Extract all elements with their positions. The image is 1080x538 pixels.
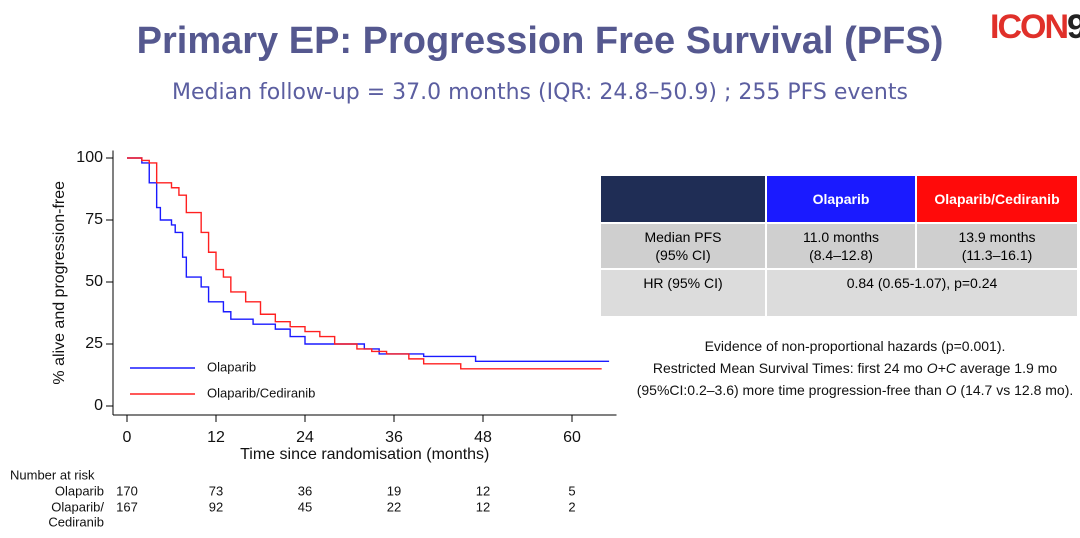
legend-label: Olaparib xyxy=(207,359,256,374)
survival-curve xyxy=(127,157,610,363)
note-text: Restricted Mean Survival Times: first 24… xyxy=(652,360,927,376)
cell-line: 11.0 months xyxy=(802,229,879,245)
header-cell: Olaparib xyxy=(765,174,917,224)
risk-value: 45 xyxy=(298,499,312,514)
x-tick-label: 0 xyxy=(123,429,132,446)
risk-value: 19 xyxy=(387,483,401,498)
note-text: Evidence of non-proportional hazards (p=… xyxy=(704,338,1006,354)
table-cell: 0.84 (0.65-1.07), p=0.24 xyxy=(765,268,1079,318)
logo: ICON9 xyxy=(990,8,1080,47)
risk-title: Number at risk xyxy=(10,467,95,482)
y-axis-title: % alive and progression-free xyxy=(51,181,68,385)
logo-number: 9 xyxy=(1067,8,1080,46)
risk-value: 170 xyxy=(116,483,138,498)
subtitle: Median follow-up = 37.0 months (IQR: 24.… xyxy=(172,80,908,105)
risk-row-label: Olaparib/ xyxy=(51,499,104,514)
cell-line: HR (95% CI) xyxy=(643,275,723,291)
risk-value: 92 xyxy=(209,499,223,514)
x-axis-title: Time since randomisation (months) xyxy=(240,446,489,463)
x-tick-label: 36 xyxy=(385,429,403,446)
title: Primary EP: Progression Free Survival (P… xyxy=(136,20,944,62)
table-cell: HR (95% CI) xyxy=(599,268,767,318)
cell-line: (8.4–12.8) xyxy=(809,247,873,263)
cell-line: Median PFS xyxy=(644,229,722,245)
results-table: Olaparib Olaparib/Cediranib Median PFS (95%… xyxy=(599,174,1079,318)
y-tick-label: 0 xyxy=(94,397,103,414)
risk-row-label: Olaparib xyxy=(55,483,104,498)
header-cell xyxy=(599,174,767,224)
x-tick-label: 60 xyxy=(563,429,581,446)
risk-value: 5 xyxy=(568,483,575,498)
risk-value: 73 xyxy=(209,483,223,498)
cell-line: 0.84 (0.65-1.07), p=0.24 xyxy=(846,275,998,291)
y-tick-label: 25 xyxy=(85,335,103,352)
cell-line: (11.3–16.1) xyxy=(961,247,1033,263)
note-text: (14.7 vs 12.8 mo). xyxy=(956,382,1074,398)
note-text: O xyxy=(945,382,957,398)
risk-value: 12 xyxy=(476,499,490,514)
legend-label: Olaparib/Cediranib xyxy=(207,385,315,400)
y-tick-label: 75 xyxy=(85,211,103,228)
note: Evidence of non-proportional hazards (p=… xyxy=(630,335,1080,401)
y-tick-label: 100 xyxy=(76,149,103,166)
table-row: HR (95% CI) 0.84 (0.65-1.07), p=0.24 xyxy=(599,268,1079,318)
x-tick-label: 12 xyxy=(207,429,225,446)
risk-value: 12 xyxy=(476,483,490,498)
risk-value: 22 xyxy=(387,499,401,514)
y-tick-label: 50 xyxy=(85,273,103,290)
cell-line: 13.9 months xyxy=(958,229,1036,245)
cell-line: (95% CI) xyxy=(655,247,711,263)
header-cell: Olaparib/Cediranib xyxy=(915,174,1079,224)
table-cell: 11.0 months (8.4–12.8) xyxy=(765,222,917,270)
risk-value: 2 xyxy=(568,499,575,514)
table-cell: 13.9 months (11.3–16.1) xyxy=(915,222,1079,270)
table-row: Median PFS (95% CI) 11.0 months (8.4–12.8) 1… xyxy=(599,222,1079,270)
logo-text: ICON xyxy=(990,8,1069,46)
risk-value: 36 xyxy=(298,483,312,498)
survival-curve xyxy=(127,157,602,370)
table-header: Olaparib Olaparib/Cediranib xyxy=(599,174,1079,224)
x-tick-label: 24 xyxy=(296,429,314,446)
risk-value: 167 xyxy=(116,499,138,514)
x-tick-label: 48 xyxy=(474,429,492,446)
table-cell: Median PFS (95% CI) xyxy=(599,222,767,270)
note-text: average 1.9 mo (95%CI:0.2–3.6) more time… xyxy=(636,360,1058,398)
note-text: O+C xyxy=(926,360,956,376)
risk-row-label: Cediranib xyxy=(48,514,104,529)
